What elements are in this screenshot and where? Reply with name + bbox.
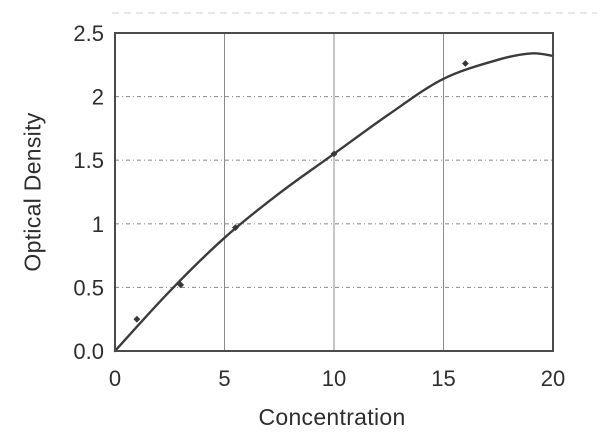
data-point-marker bbox=[330, 150, 338, 158]
gridlines-layer bbox=[115, 33, 553, 351]
y-tick-label: 1 bbox=[92, 212, 104, 237]
y-tick-label: 2.5 bbox=[73, 21, 104, 46]
data-point-marker bbox=[177, 281, 185, 289]
y-tick-label: 2 bbox=[92, 85, 104, 110]
y-tick-label: 0.0 bbox=[73, 339, 104, 364]
data-points-layer bbox=[133, 60, 469, 323]
y-tick-label: 1.5 bbox=[73, 148, 104, 173]
x-tick-label: 10 bbox=[322, 366, 346, 391]
x-axis-title: Concentration bbox=[258, 404, 406, 430]
x-tick-label: 5 bbox=[218, 366, 230, 391]
fit-curve bbox=[113, 52, 555, 353]
y-tick-labels: 0.0 0.5 1 1.5 2 2.5 bbox=[73, 21, 104, 364]
x-tick-labels: 0 5 10 15 20 bbox=[109, 366, 565, 391]
x-tick-label: 20 bbox=[541, 366, 565, 391]
data-point-marker bbox=[133, 315, 141, 323]
data-point-marker bbox=[462, 60, 469, 67]
y-tick-label: 0.5 bbox=[73, 275, 104, 300]
fit-curve-layer bbox=[113, 52, 555, 353]
y-axis-title: Optical Density bbox=[19, 112, 46, 272]
data-point-marker bbox=[232, 224, 239, 232]
plot-frame-layer bbox=[114, 32, 554, 352]
plot-frame bbox=[114, 32, 554, 352]
x-tick-label: 0 bbox=[109, 366, 121, 391]
x-tick-label: 15 bbox=[431, 366, 455, 391]
